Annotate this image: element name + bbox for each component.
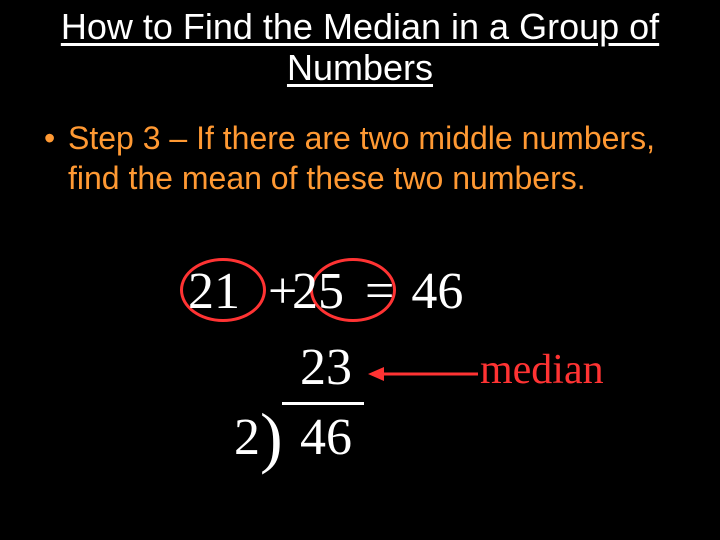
equation-num1: 21 [188, 263, 240, 320]
slide-title: How to Find the Median in a Group of Num… [0, 6, 720, 89]
division-dividend: 46 [300, 408, 352, 467]
equation-num2: 25 [292, 263, 344, 320]
equation-plus: + [268, 262, 297, 321]
equation-sum: 46 [411, 263, 463, 320]
slide: How to Find the Median in a Group of Num… [0, 0, 720, 540]
division-paren: ) [260, 398, 283, 477]
arrow-icon [368, 362, 478, 386]
bullet-dot: • [44, 118, 55, 158]
division-quotient: 23 [300, 338, 352, 397]
bullet-text: Step 3 – If there are two middle numbers… [68, 118, 684, 198]
equation-row: 21 .. 25 = 46 [188, 262, 463, 321]
bullet-item: • Step 3 – If there are two middle numbe… [44, 118, 684, 198]
division-divisor: 2 [234, 408, 260, 467]
equation-equals: = [365, 263, 394, 320]
median-label: median [480, 346, 604, 394]
division-bar [282, 402, 364, 405]
